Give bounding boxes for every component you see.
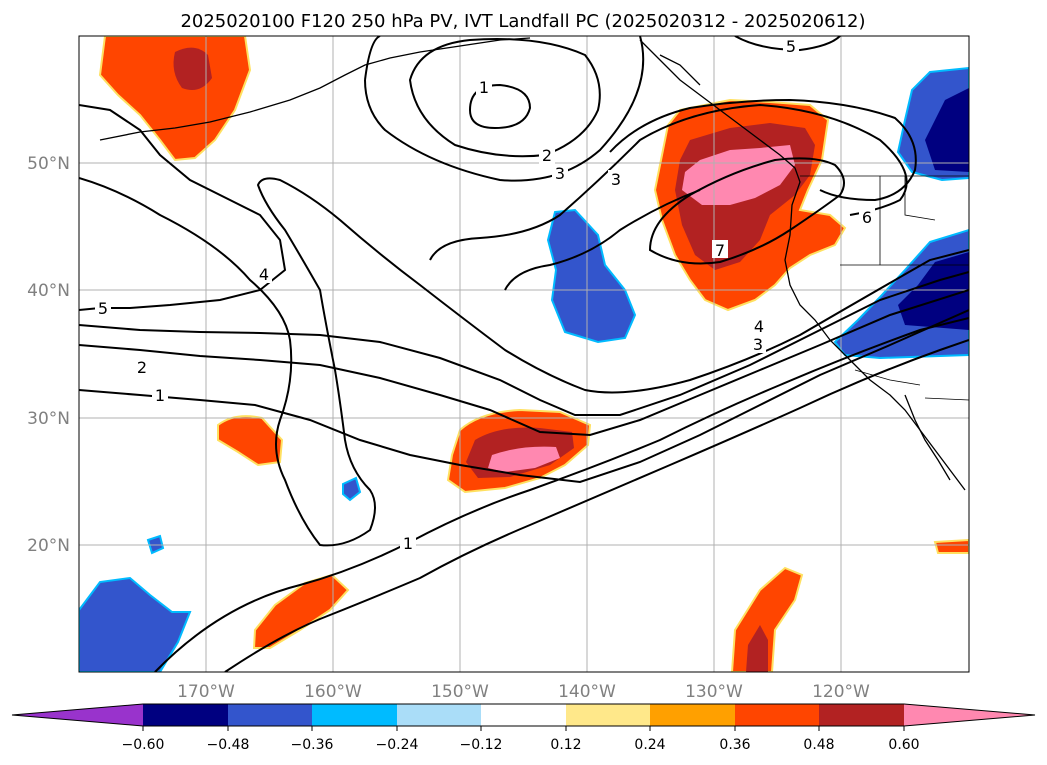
contour-1-band (79, 309, 969, 484)
colorbar-segment (481, 704, 566, 726)
contour-label: 1 (155, 386, 165, 405)
contour-2-north (408, 38, 601, 158)
positive-core-ne (682, 145, 795, 205)
colorbar-label: 0.12 (550, 737, 581, 753)
colorbar-segment (566, 704, 650, 726)
x-tick-label: 160°W (304, 682, 362, 702)
x-tick-label: 120°W (812, 682, 870, 702)
negative-region-dot-1 (342, 476, 362, 502)
positive-region-east-small (933, 538, 969, 554)
contour-5-main (79, 104, 287, 311)
pv-contours (79, 36, 969, 672)
negative-region-central (546, 208, 637, 344)
y-tick-label: 30°N (27, 409, 70, 429)
colorbar-label: −0.24 (376, 737, 419, 753)
colorbar-segment (397, 704, 481, 726)
colorbar-segment (12, 704, 143, 726)
x-tick-label: 130°W (685, 682, 743, 702)
y-tick-label: 20°N (27, 536, 70, 556)
y-tick-label: 40°N (27, 281, 70, 301)
positive-core-central (488, 446, 560, 472)
borders (800, 175, 969, 401)
positive-core-southeast (746, 625, 768, 672)
colorbar-segment (904, 704, 1035, 726)
x-tick-label: 170°W (177, 682, 235, 702)
contour-0-south (224, 339, 969, 672)
colorbar-label: 0.48 (803, 737, 834, 753)
contour-label: 4 (754, 317, 764, 336)
colorbar-label: −0.36 (291, 737, 334, 753)
contour-3-band (79, 271, 969, 416)
colorbar-ticks (142, 726, 905, 731)
negative-core-e (898, 252, 969, 330)
negative-core-ne (925, 88, 969, 172)
y-tick-labels: 50°N 40°N 30°N 20°N (27, 154, 70, 556)
contour-1-south (154, 317, 969, 672)
gridlines (79, 36, 969, 672)
negative-region-sw (79, 576, 192, 672)
contour-3-north (364, 36, 645, 182)
filled-regions (79, 36, 969, 672)
colorbar-segment (735, 704, 819, 726)
positive-region-nw (98, 36, 252, 162)
y-tick-label: 50°N (27, 154, 70, 174)
colorbar-label: −0.60 (122, 737, 165, 753)
colorbar-label: −0.12 (460, 737, 503, 753)
contour-label: 1 (479, 78, 489, 97)
map-frame (78, 35, 970, 673)
contour-label: 3 (753, 335, 763, 354)
colorbar-label: 0.36 (719, 737, 750, 753)
x-tick-label: 150°W (431, 682, 489, 702)
colorbar-label: 0.60 (888, 737, 919, 753)
colorbar-segment (228, 704, 312, 726)
contour-label: 2 (542, 146, 552, 165)
colorbar: −0.60 −0.48 −0.36 −0.24 −0.12 0.12 0.24 … (11, 703, 1036, 753)
positive-region-west (217, 415, 284, 467)
colorbar-segment (312, 704, 397, 726)
colorbar-label: 0.24 (634, 737, 665, 753)
colorbar-segment (143, 704, 228, 726)
contour-2-band (79, 289, 969, 437)
colorbar-segment (650, 704, 735, 726)
contour-5-north (734, 36, 841, 52)
contour-label: 5 (98, 299, 108, 318)
contour-label: 7 (715, 241, 725, 260)
contour-4-main (79, 177, 969, 547)
contour-label: 4 (259, 265, 269, 284)
contour-4-east (429, 103, 908, 291)
contour-5-loop (609, 98, 917, 202)
positive-core-nw (173, 47, 212, 91)
colorbar-label: −0.48 (207, 737, 250, 753)
contour-label: 3 (611, 170, 621, 189)
contour-labels: 1 2 3 5 4 5 1 2 3 7 6 4 3 1 (95, 37, 875, 553)
contour-label: 5 (786, 37, 796, 56)
contour-label: 2 (137, 358, 147, 377)
contour-label: 6 (862, 208, 872, 227)
chart-title: 2025020100 F120 250 hPa PV, IVT Landfall… (180, 11, 865, 32)
contour-label: 1 (403, 534, 413, 553)
contour-label: 3 (555, 164, 565, 183)
colorbar-segment (819, 704, 904, 726)
x-tick-label: 140°W (558, 682, 616, 702)
x-tick-labels: 170°W 160°W 150°W 140°W 130°W 120°W (177, 682, 870, 702)
